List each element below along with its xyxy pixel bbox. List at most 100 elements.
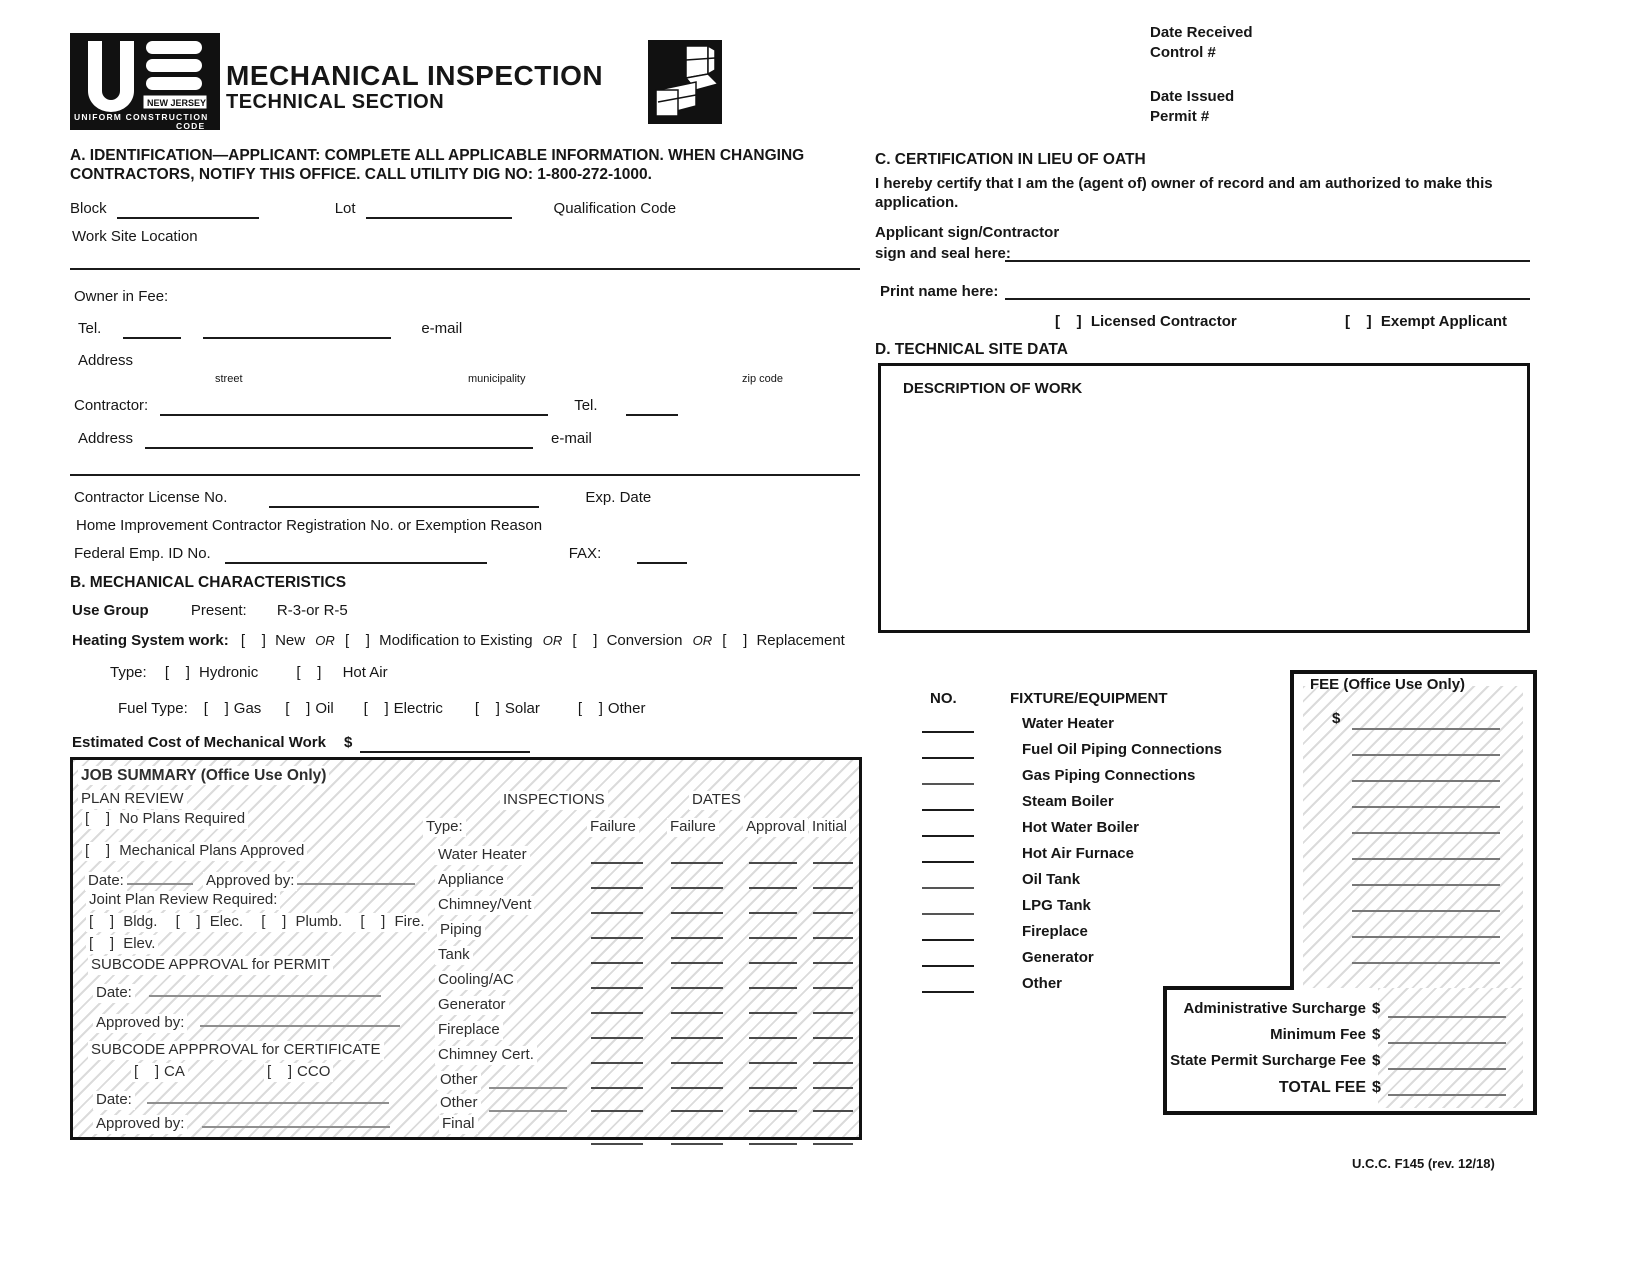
checkbox-fuel-other[interactable]	[578, 700, 603, 719]
description-of-work-box[interactable]: DESCRIPTION OF WORK	[878, 363, 1530, 633]
date-line[interactable]	[671, 896, 723, 914]
fee-line[interactable]	[1352, 790, 1500, 808]
date-line[interactable]	[591, 896, 643, 914]
date-line[interactable]	[591, 921, 643, 939]
date-line[interactable]	[749, 1094, 797, 1112]
date-line[interactable]	[813, 946, 853, 964]
date-line[interactable]	[591, 846, 643, 864]
fixture-count-line[interactable]	[922, 715, 974, 733]
fee-line[interactable]	[1352, 868, 1500, 886]
checkbox-oil[interactable]	[285, 700, 310, 719]
checkbox-gas[interactable]	[204, 700, 229, 719]
fixture-count-line[interactable]	[922, 975, 974, 993]
lot-line[interactable]	[365, 202, 512, 219]
block-line[interactable]	[116, 202, 259, 219]
date-line[interactable]	[749, 871, 797, 889]
date-line[interactable]	[591, 871, 643, 889]
checkbox-new[interactable]	[241, 632, 266, 651]
checkbox-modification[interactable]	[345, 632, 370, 651]
fee-line[interactable]	[1352, 946, 1500, 964]
date-line[interactable]	[813, 1046, 853, 1064]
date-line[interactable]	[591, 1094, 643, 1112]
date-line[interactable]	[591, 1071, 643, 1089]
fee-line[interactable]	[1352, 712, 1500, 730]
fee-line[interactable]	[1352, 842, 1500, 860]
tel-number-line[interactable]	[203, 322, 392, 339]
fee-line[interactable]	[1352, 894, 1500, 912]
fixture-count-line[interactable]	[922, 767, 974, 785]
date-line[interactable]	[749, 1071, 797, 1089]
date-line[interactable]	[591, 1021, 643, 1039]
fee-line[interactable]	[1352, 764, 1500, 782]
fixture-count-line[interactable]	[922, 741, 974, 759]
date-line[interactable]	[671, 871, 723, 889]
contractor-name-line[interactable]	[160, 399, 549, 416]
checkbox-solar[interactable]	[475, 700, 500, 719]
date-line[interactable]	[813, 996, 853, 1014]
contractor-address-line[interactable]	[145, 432, 534, 449]
date-line[interactable]	[749, 996, 797, 1014]
minimum-fee-line[interactable]	[1388, 1026, 1506, 1044]
date-line[interactable]	[813, 896, 853, 914]
fixture-count-line[interactable]	[922, 949, 974, 967]
date-line[interactable]	[749, 1046, 797, 1064]
other-type-line[interactable]	[489, 1071, 567, 1089]
date-line[interactable]	[749, 1021, 797, 1039]
fixture-count-line[interactable]	[922, 845, 974, 863]
date-line[interactable]	[813, 1127, 853, 1145]
date-line[interactable]	[813, 1094, 853, 1112]
date-line[interactable]	[591, 1127, 643, 1145]
print-name-line[interactable]	[1005, 298, 1530, 300]
fax-area-line[interactable]	[637, 547, 688, 564]
contractor-license-line[interactable]	[269, 491, 540, 508]
date-line[interactable]	[671, 921, 723, 939]
fee-line[interactable]	[1352, 920, 1500, 938]
estimated-cost-line[interactable]	[360, 736, 531, 753]
checkbox-hydronic[interactable]	[165, 664, 190, 683]
date-line[interactable]	[749, 971, 797, 989]
fixture-count-line[interactable]	[922, 793, 974, 811]
date-line[interactable]	[591, 996, 643, 1014]
checkbox-licensed-contractor[interactable]	[1055, 313, 1082, 332]
date-line[interactable]	[671, 971, 723, 989]
date-line[interactable]	[671, 846, 723, 864]
fixture-count-line[interactable]	[922, 897, 974, 915]
checkbox-replacement[interactable]	[722, 632, 747, 651]
date-line[interactable]	[591, 946, 643, 964]
date-line[interactable]	[749, 921, 797, 939]
signature-line[interactable]	[1005, 260, 1530, 262]
date-line[interactable]	[749, 946, 797, 964]
date-line[interactable]	[671, 946, 723, 964]
date-line[interactable]	[671, 1094, 723, 1112]
fixture-count-line[interactable]	[922, 871, 974, 889]
checkbox-exempt-applicant[interactable]	[1345, 313, 1372, 332]
checkbox-conversion[interactable]	[572, 632, 597, 651]
date-line[interactable]	[671, 1127, 723, 1145]
date-line[interactable]	[671, 1021, 723, 1039]
contractor-tel-area-line[interactable]	[625, 399, 678, 416]
date-line[interactable]	[671, 1046, 723, 1064]
admin-surcharge-line[interactable]	[1388, 1000, 1506, 1018]
federal-emp-id-line[interactable]	[224, 547, 487, 564]
fixture-count-line[interactable]	[922, 819, 974, 837]
date-line[interactable]	[813, 1071, 853, 1089]
fee-line[interactable]	[1352, 816, 1500, 834]
work-site-line-2[interactable]	[70, 268, 860, 270]
date-line[interactable]	[813, 921, 853, 939]
fixture-count-line[interactable]	[922, 923, 974, 941]
date-line[interactable]	[813, 871, 853, 889]
checkbox-electric[interactable]	[364, 700, 389, 719]
other-type-line[interactable]	[489, 1094, 567, 1112]
date-line[interactable]	[671, 996, 723, 1014]
date-line[interactable]	[749, 1127, 797, 1145]
total-fee-line[interactable]	[1388, 1078, 1506, 1096]
date-line[interactable]	[813, 971, 853, 989]
state-surcharge-line[interactable]	[1388, 1052, 1506, 1070]
tel-area-line[interactable]	[123, 322, 182, 339]
date-line[interactable]	[813, 1021, 853, 1039]
date-line[interactable]	[591, 971, 643, 989]
date-line[interactable]	[749, 896, 797, 914]
date-line[interactable]	[749, 846, 797, 864]
checkbox-hot-air[interactable]	[296, 664, 321, 683]
date-line[interactable]	[591, 1046, 643, 1064]
